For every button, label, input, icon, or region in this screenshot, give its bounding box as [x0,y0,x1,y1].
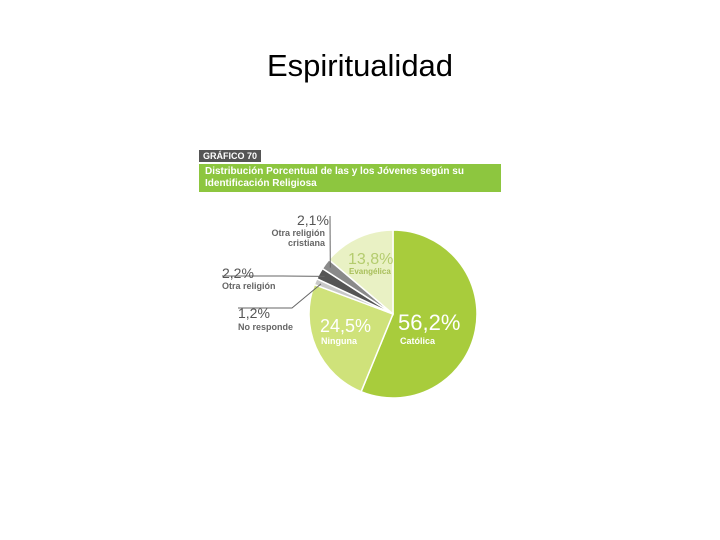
slice-label-otra-religion: Otra religión [222,281,276,291]
slice-label-ninguna: Ninguna [321,336,358,346]
pie-slices [308,229,478,398]
pie-slice-católica [360,229,478,398]
slice-label-otra-cristiana-2: cristiana [288,238,326,248]
chart-title: Distribución Porcentual de las y los Jóv… [199,164,501,192]
pie-chart: 56,2% Católica 24,5% Ninguna 13,8% Evang… [222,212,478,398]
chart-figure: GRÁFICO 70 Distribución Porcentual de la… [196,146,508,398]
slide-title: Espiritualidad [266,48,454,83]
slice-value-ninguna: 24,5% [320,316,371,336]
pie-slice-ninguna [308,283,394,393]
slice-label-evangelica: Evangélica [349,267,391,276]
slice-value-catolica: 56,2% [398,310,460,335]
leader-line-no-responde [238,283,322,309]
slice-value-no-responde: 1,2% [238,305,270,321]
slice-label-no-responde: No responde [238,322,293,332]
slice-label-otra-cristiana-1: Otra religión [271,228,325,238]
leader-lines [222,215,331,309]
slice-value-evangelica: 13,8% [348,251,393,268]
slice-value-otra-cristiana: 2,1% [297,212,329,228]
slice-value-otra-religion: 2,2% [222,265,254,281]
slice-label-catolica: Católica [400,336,436,346]
chart-badge: GRÁFICO 70 [199,150,262,162]
